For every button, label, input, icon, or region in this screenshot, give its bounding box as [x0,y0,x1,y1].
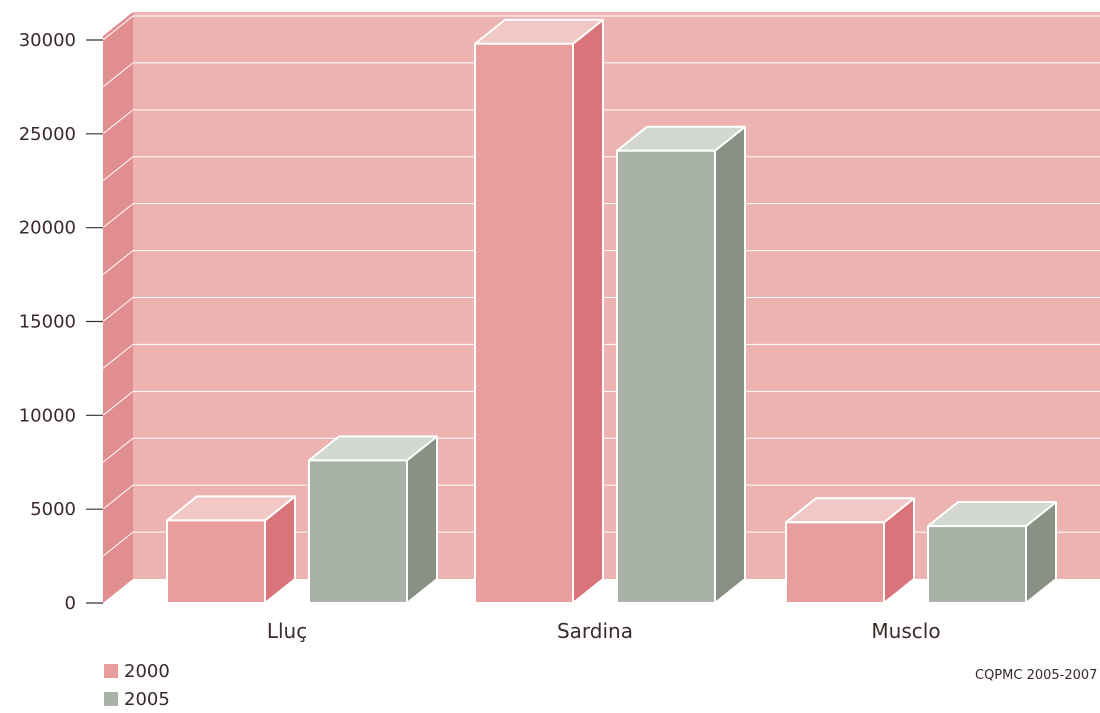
gridline-side [102,484,134,510]
y-tick-label: 25000 [19,124,76,145]
gridline-side [102,297,134,322]
gridline-side [102,390,134,416]
x-tick-label: Musclo [871,619,940,643]
x-tick-label: Sardina [557,619,633,643]
x-axis-labels: Lluç Sardina Musclo [267,619,941,643]
gridline-side [102,531,134,557]
chart-bars [166,18,1057,605]
y-tick-label: 5000 [30,499,76,520]
y-tick-label: 10000 [19,405,76,426]
bar-side [406,435,438,604]
bar-side [572,18,604,604]
gridline-side [102,156,134,182]
legend-label-2005: 2005 [124,689,170,710]
legend-swatch-2000 [104,664,118,678]
bar-front [308,459,408,604]
bar-Sardina-2000 [474,18,604,604]
bar-front [785,521,885,605]
bar-Lluç-2000 [166,495,296,605]
bar-front [616,149,716,604]
bar-front [927,525,1027,604]
gridline-side [102,109,134,135]
bar-front [166,519,266,605]
y-axis: 0 5000 10000 15000 20000 25000 30000 [19,30,103,614]
chart-legend: 2000 2005 [104,661,170,710]
y-tick-label: 15000 [19,312,76,333]
legend-swatch-2005 [104,692,118,706]
side-wall [103,12,133,603]
source-note: CQPMC 2005-2007 [975,668,1097,683]
legend-label-2000: 2000 [124,661,170,682]
y-tick-label: 20000 [19,218,76,239]
gridline-side [102,344,134,369]
gridline-side [102,250,134,275]
bar-Musclo-2005 [927,501,1057,604]
gridline-side [102,203,134,229]
bar-Lluç-2005 [308,435,438,604]
y-tick-label: 0 [65,593,76,614]
gridline-side [102,15,134,41]
x-tick-label: Lluç [267,619,307,643]
bar-Musclo-2000 [785,497,915,605]
gridline-side [102,62,134,88]
bar-side [714,125,746,604]
gridline-side [102,437,134,463]
bar-Sardina-2005 [616,125,746,604]
y-tick-label: 30000 [19,30,76,51]
bar-front [474,42,574,604]
